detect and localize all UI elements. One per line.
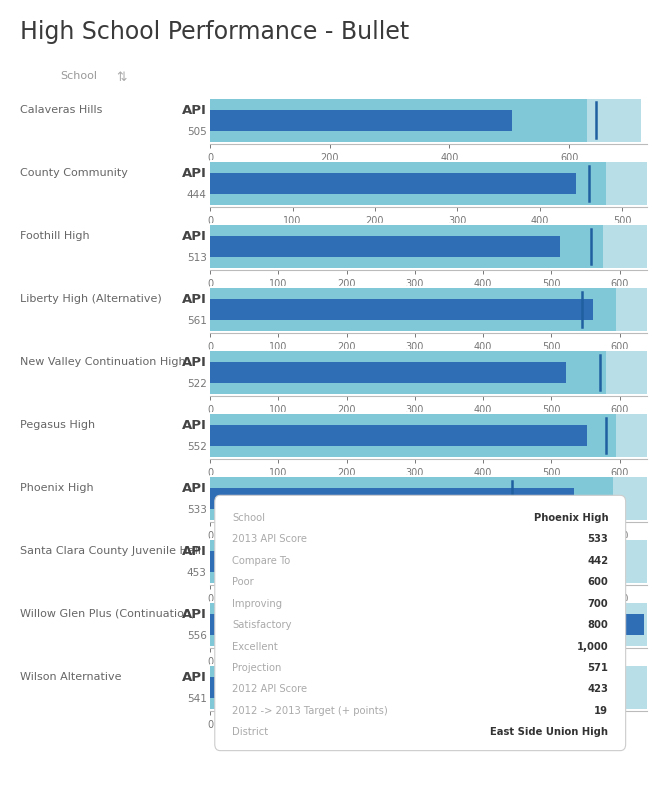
Text: API: API bbox=[182, 104, 207, 117]
Text: API: API bbox=[182, 545, 207, 558]
Bar bbox=[210, 488, 574, 509]
Bar bbox=[210, 551, 520, 572]
Bar bbox=[210, 677, 611, 698]
Text: Projection: Projection bbox=[232, 663, 281, 673]
Text: County Community: County Community bbox=[20, 168, 128, 178]
Text: 453: 453 bbox=[187, 568, 207, 578]
Text: Compare To: Compare To bbox=[232, 556, 290, 566]
Text: 444: 444 bbox=[187, 190, 207, 200]
Text: School: School bbox=[60, 71, 97, 81]
Text: 442: 442 bbox=[587, 556, 608, 566]
Bar bbox=[210, 225, 602, 267]
Text: Foothill High: Foothill High bbox=[20, 231, 89, 241]
Text: 2013 API Score: 2013 API Score bbox=[232, 534, 307, 545]
Text: 505: 505 bbox=[187, 127, 207, 137]
Text: School: School bbox=[232, 513, 265, 523]
Bar bbox=[210, 299, 593, 320]
Text: API: API bbox=[182, 671, 207, 684]
Text: Wilson Alternative: Wilson Alternative bbox=[20, 672, 121, 682]
Text: 600: 600 bbox=[588, 577, 608, 587]
Text: 533: 533 bbox=[588, 534, 608, 545]
Text: Santa Clara County Juvenile Hall: Santa Clara County Juvenile Hall bbox=[20, 546, 201, 556]
Text: 533: 533 bbox=[187, 505, 207, 515]
Text: API: API bbox=[182, 230, 207, 243]
Text: East Side Union High: East Side Union High bbox=[490, 727, 608, 738]
Bar bbox=[210, 425, 587, 446]
Text: Phoenix High: Phoenix High bbox=[20, 483, 93, 493]
Text: 522: 522 bbox=[187, 379, 207, 389]
Text: API: API bbox=[182, 293, 207, 306]
Text: 541: 541 bbox=[187, 694, 207, 704]
Text: ⇅: ⇅ bbox=[117, 71, 127, 84]
Text: 19: 19 bbox=[594, 706, 608, 716]
Text: Poor: Poor bbox=[232, 577, 254, 587]
Text: Satisfactory: Satisfactory bbox=[232, 620, 291, 630]
Text: 556: 556 bbox=[187, 631, 207, 641]
Text: API: API bbox=[182, 608, 207, 621]
Text: Excellent: Excellent bbox=[232, 642, 278, 651]
Text: 2012 -> 2013 Target (+ points): 2012 -> 2013 Target (+ points) bbox=[232, 706, 388, 716]
Bar bbox=[210, 99, 587, 141]
Text: 700: 700 bbox=[588, 599, 608, 608]
Text: Improving: Improving bbox=[232, 599, 282, 608]
Text: 800: 800 bbox=[588, 620, 608, 630]
Text: API: API bbox=[182, 356, 207, 369]
Text: API: API bbox=[182, 167, 207, 180]
Bar bbox=[210, 173, 576, 194]
Text: 1,000: 1,000 bbox=[577, 642, 608, 651]
Text: 513: 513 bbox=[187, 253, 207, 263]
Text: API: API bbox=[182, 419, 207, 432]
Text: New Valley Continuation High: New Valley Continuation High bbox=[20, 357, 185, 367]
Text: Willow Glen Plus (Continuation): Willow Glen Plus (Continuation) bbox=[20, 609, 195, 619]
Bar bbox=[210, 236, 560, 257]
Text: District: District bbox=[232, 727, 268, 738]
Text: API: API bbox=[182, 482, 207, 495]
Text: 561: 561 bbox=[187, 316, 207, 326]
Text: High School Performance - Bullet: High School Performance - Bullet bbox=[20, 20, 410, 44]
Text: 552: 552 bbox=[187, 442, 207, 452]
Text: Calaveras Hills: Calaveras Hills bbox=[20, 105, 103, 115]
Text: 423: 423 bbox=[588, 684, 608, 694]
Bar bbox=[210, 541, 599, 583]
Text: Pegasus High: Pegasus High bbox=[20, 420, 95, 430]
Bar bbox=[210, 110, 512, 131]
Text: Phoenix High: Phoenix High bbox=[534, 513, 608, 523]
Text: 571: 571 bbox=[588, 663, 608, 673]
Bar bbox=[210, 362, 566, 383]
Text: Liberty High (Alternative): Liberty High (Alternative) bbox=[20, 294, 162, 304]
Text: 2012 API Score: 2012 API Score bbox=[232, 684, 307, 694]
Bar bbox=[210, 614, 644, 635]
